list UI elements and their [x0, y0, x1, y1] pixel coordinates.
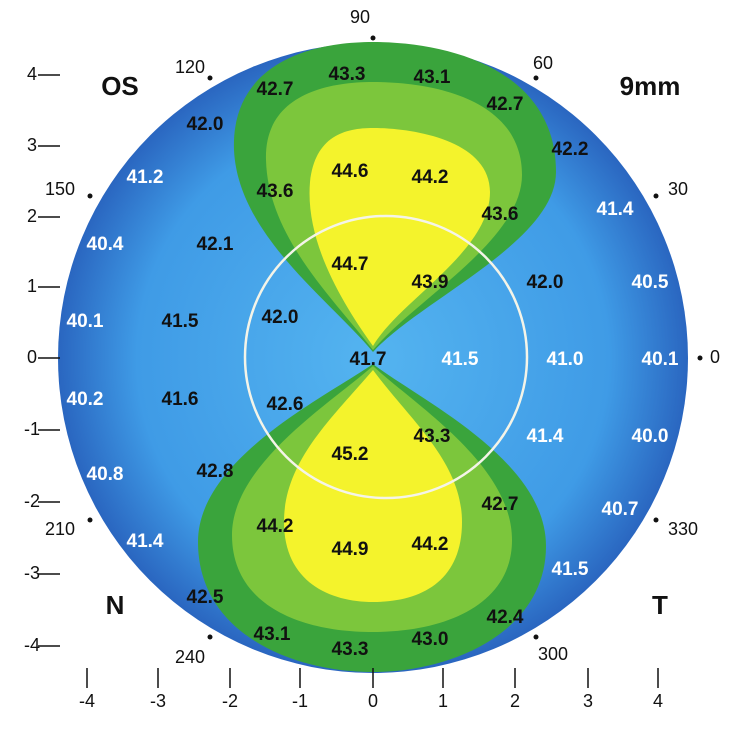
reading: 41.4 — [597, 199, 634, 220]
reading: 43.3 — [414, 426, 451, 447]
angle-marker — [697, 355, 703, 361]
y-axis-label: -3 — [24, 563, 40, 583]
reading: 44.2 — [412, 167, 449, 188]
y-axis-label: 3 — [27, 135, 37, 155]
reading: 44.7 — [332, 254, 369, 275]
reading: 43.1 — [414, 67, 451, 88]
reading: 41.4 — [127, 531, 164, 552]
pupil-circle — [243, 214, 529, 500]
reading: 43.6 — [482, 204, 519, 225]
angle-marker — [207, 634, 213, 640]
eye-label: OS — [101, 71, 139, 101]
reading: 40.8 — [87, 464, 124, 485]
temporal-label: T — [652, 590, 668, 620]
angle-label: 60 — [533, 53, 553, 73]
yellow-zone-bottom — [284, 370, 462, 602]
reading: 41.0 — [547, 349, 584, 370]
reading: 42.2 — [552, 139, 589, 160]
reading: 42.1 — [197, 234, 234, 255]
angle-marker — [370, 35, 376, 41]
angle-marker — [87, 517, 93, 523]
yellow-zone-top — [309, 128, 490, 346]
angle-label: 300 — [538, 644, 568, 664]
reading: 45.2 — [332, 444, 369, 465]
reading: 42.0 — [262, 307, 299, 328]
angle-label: 210 — [45, 519, 75, 539]
reading: 42.7 — [482, 494, 519, 515]
reading: 40.7 — [602, 499, 639, 520]
x-axis-label: 3 — [583, 691, 593, 711]
reading: 40.2 — [67, 389, 104, 410]
reading: 42.4 — [487, 607, 524, 628]
angle-marker — [533, 75, 539, 81]
reading: 41.5 — [162, 311, 199, 332]
angle-label: 330 — [668, 519, 698, 539]
reading: 42.8 — [197, 461, 234, 482]
reading: 40.5 — [632, 272, 669, 293]
reading: 40.4 — [87, 234, 124, 255]
reading: 41.5 — [552, 559, 589, 580]
angle-marker — [653, 517, 659, 523]
nasal-label: N — [106, 590, 125, 620]
angle-label: 240 — [175, 647, 205, 667]
y-axis-label: 2 — [27, 206, 37, 226]
reading: 42.7 — [487, 94, 524, 115]
angle-marker — [533, 634, 539, 640]
angle-marker — [87, 193, 93, 199]
angle-marker — [207, 75, 213, 81]
y-axis-label: 4 — [27, 64, 37, 84]
y-axis-label: -4 — [24, 635, 40, 655]
reading: 43.3 — [332, 639, 369, 660]
reading: 42.7 — [257, 79, 294, 100]
reading: 42.6 — [267, 394, 304, 415]
reading: 44.2 — [257, 516, 294, 537]
angle-label: 120 — [175, 57, 205, 77]
reading: 41.7 — [350, 349, 387, 370]
angle-label: 0 — [710, 347, 720, 367]
x-axis-label: -1 — [292, 691, 308, 711]
angle-label: 90 — [350, 7, 370, 27]
x-axis-label: 2 — [510, 691, 520, 711]
reading: 43.3 — [329, 64, 366, 85]
reading: 40.0 — [632, 426, 669, 447]
y-axis-label: 1 — [27, 276, 37, 296]
reading: 43.0 — [412, 629, 449, 650]
reading: 42.0 — [187, 114, 224, 135]
reading: 42.0 — [527, 272, 564, 293]
reading: 41.2 — [127, 167, 164, 188]
x-axis-label: -2 — [222, 691, 238, 711]
y-axis-label: 0 — [27, 347, 37, 367]
reading: 44.6 — [332, 161, 369, 182]
reading: 41.5 — [442, 349, 479, 370]
x-axis-label: -4 — [79, 691, 95, 711]
reading: 42.5 — [187, 587, 224, 608]
reading: 41.6 — [162, 389, 199, 410]
reading: 44.9 — [332, 539, 369, 560]
reading: 43.6 — [257, 181, 294, 202]
reading: 44.2 — [412, 534, 449, 555]
x-axis-label: 0 — [368, 691, 378, 711]
x-axis-label: 1 — [438, 691, 448, 711]
x-axis-label: 4 — [653, 691, 663, 711]
reading: 40.1 — [67, 311, 104, 332]
y-axis-label: -1 — [24, 419, 40, 439]
x-axis-label: -3 — [150, 691, 166, 711]
reading: 43.9 — [412, 272, 449, 293]
scale-label: 9mm — [620, 71, 681, 101]
angle-label: 150 — [45, 179, 75, 199]
reading: 43.1 — [254, 624, 291, 645]
reading: 41.4 — [527, 426, 564, 447]
reading: 40.1 — [642, 349, 679, 370]
y-axis-label: -2 — [24, 491, 40, 511]
angle-label: 30 — [668, 179, 688, 199]
angle-marker — [653, 193, 659, 199]
